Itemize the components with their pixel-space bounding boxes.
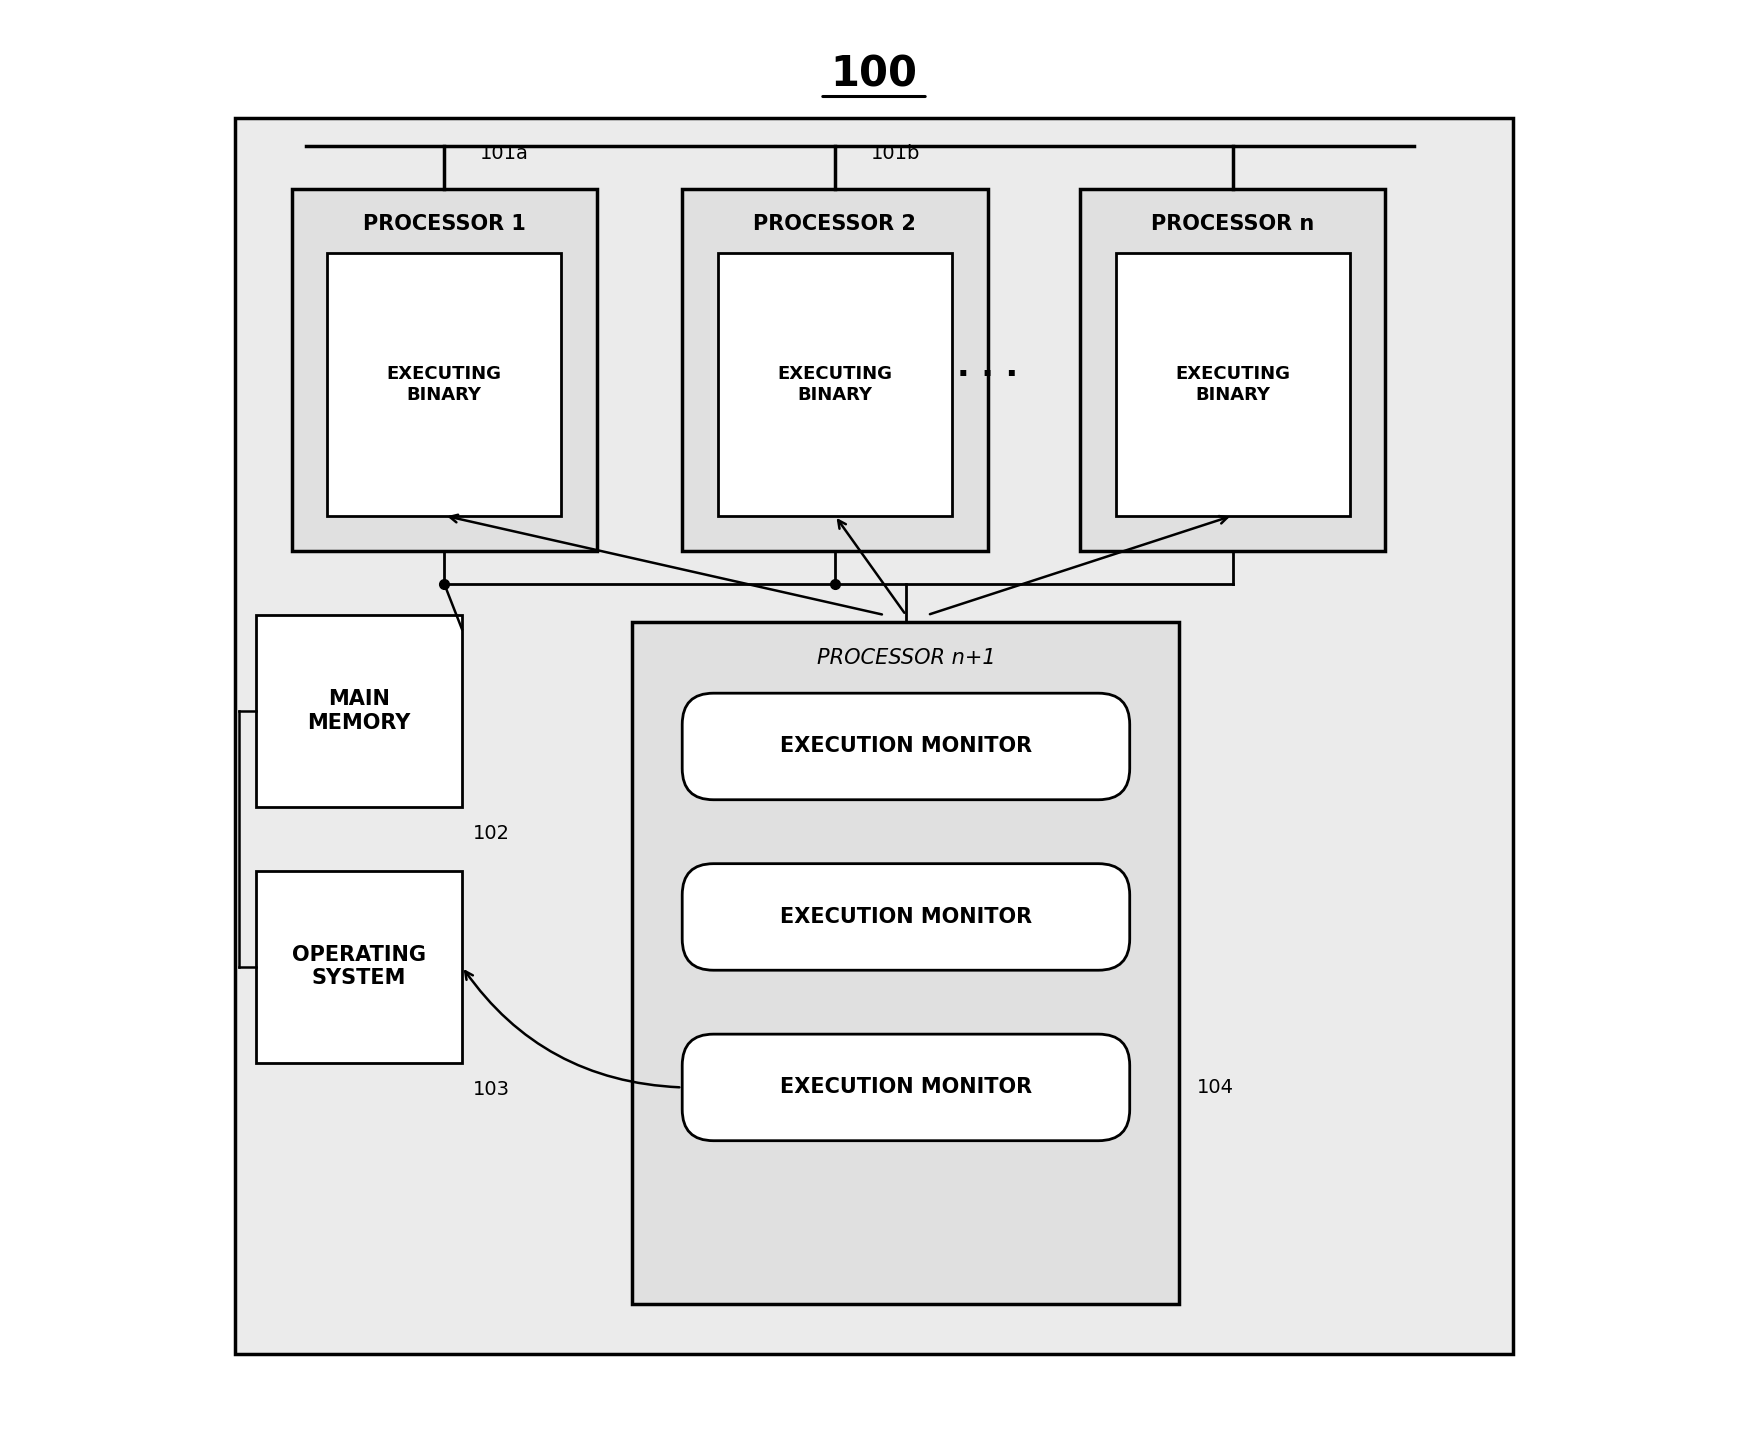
Text: EXECUTING
BINARY: EXECUTING BINARY — [386, 364, 502, 403]
Bar — [1080, 189, 1386, 552]
Text: EXECUTING
BINARY: EXECUTING BINARY — [778, 364, 893, 403]
Text: 104: 104 — [1196, 1077, 1234, 1097]
Text: 101b: 101b — [871, 144, 919, 163]
Text: EXECUTION MONITOR: EXECUTION MONITOR — [780, 736, 1031, 756]
Text: 101a: 101a — [479, 144, 528, 163]
Text: MAIN
MEMORY: MAIN MEMORY — [308, 689, 411, 733]
Bar — [292, 189, 598, 552]
Bar — [255, 870, 461, 1063]
Bar — [718, 253, 953, 516]
Bar — [327, 253, 561, 516]
Text: 102: 102 — [474, 825, 510, 843]
Text: OPERATING
SYSTEM: OPERATING SYSTEM — [292, 945, 427, 989]
Bar — [234, 117, 1514, 1353]
Text: 103: 103 — [474, 1080, 510, 1099]
Bar — [633, 622, 1180, 1305]
Text: 100: 100 — [830, 54, 918, 96]
Text: PROCESSOR 1: PROCESSOR 1 — [364, 214, 526, 234]
Text: EXECUTING
BINARY: EXECUTING BINARY — [1175, 364, 1290, 403]
Bar — [682, 189, 988, 552]
Text: EXECUTION MONITOR: EXECUTION MONITOR — [780, 907, 1031, 927]
Text: PROCESSOR n+1: PROCESSOR n+1 — [816, 647, 995, 667]
FancyBboxPatch shape — [682, 863, 1129, 970]
FancyBboxPatch shape — [682, 693, 1129, 800]
Text: EXECUTION MONITOR: EXECUTION MONITOR — [780, 1077, 1031, 1097]
Text: PROCESSOR n: PROCESSOR n — [1152, 214, 1314, 234]
Bar — [1115, 253, 1349, 516]
FancyBboxPatch shape — [682, 1035, 1129, 1140]
Text: . . .: . . . — [958, 350, 1019, 383]
Text: PROCESSOR 2: PROCESSOR 2 — [753, 214, 916, 234]
Bar — [255, 614, 461, 807]
